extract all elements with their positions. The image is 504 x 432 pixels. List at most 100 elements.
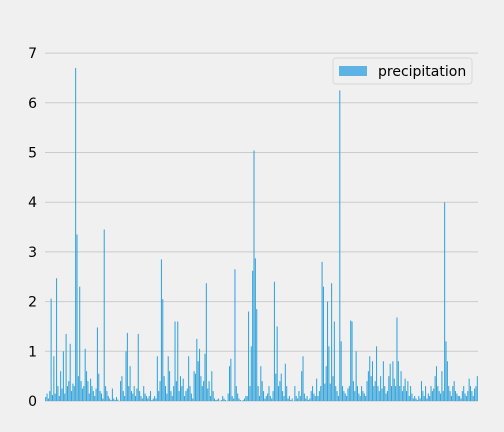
precipitation-bar — [96, 327, 98, 401]
precipitation-bar — [173, 386, 175, 401]
precipitation-bars — [45, 68, 478, 402]
precipitation-bar — [163, 376, 165, 401]
precipitation-bar — [425, 386, 427, 401]
precipitation-bar — [419, 398, 421, 401]
precipitation-bar — [194, 373, 196, 401]
precipitation-bar — [105, 386, 107, 401]
precipitation-bar — [193, 371, 195, 401]
precipitation-bar — [303, 393, 305, 401]
precipitation-bar — [291, 398, 293, 401]
precipitation-bar — [264, 398, 266, 401]
precipitation-bar — [64, 393, 66, 401]
precipitation-bar — [152, 398, 154, 401]
y-tick-label: 3 — [28, 245, 37, 261]
precipitation-bar — [124, 396, 126, 401]
precipitation-bar — [351, 321, 353, 401]
precipitation-bar — [415, 398, 417, 401]
precipitation-bar — [294, 386, 296, 401]
precipitation-bar — [279, 381, 281, 401]
precipitation-bar — [313, 393, 315, 401]
precipitation-bar — [73, 386, 75, 401]
precipitation-bar — [301, 371, 303, 401]
precipitation-bar — [254, 258, 256, 401]
precipitation-bar — [53, 356, 55, 401]
precipitation-bar — [416, 400, 418, 401]
precipitation-bar — [178, 391, 180, 401]
precipitation-bar — [397, 361, 399, 401]
precipitation-bar — [286, 386, 288, 401]
precipitation-bar — [389, 363, 391, 401]
precipitation-bar — [271, 398, 273, 401]
precipitation-bar — [160, 259, 162, 401]
precipitation-bar — [106, 391, 108, 401]
precipitation-bar — [179, 376, 181, 401]
precipitation-bar — [367, 371, 369, 401]
precipitation-bar — [66, 386, 68, 401]
precipitation-bar — [121, 376, 123, 401]
precipitation-bar — [305, 398, 307, 401]
precipitation-bar — [273, 281, 275, 401]
precipitation-bar — [348, 386, 350, 401]
precipitation-bar — [60, 371, 62, 401]
precipitation-bar — [94, 396, 96, 401]
y-gridlines — [45, 52, 478, 402]
precipitation-bar — [174, 321, 176, 401]
precipitation-bar — [208, 381, 210, 401]
precipitation-bar — [58, 396, 60, 401]
precipitation-bar — [378, 391, 380, 401]
precipitation-bar — [245, 396, 247, 401]
precipitation-bar — [314, 396, 316, 401]
precipitation-bar — [211, 371, 213, 401]
precipitation-bar — [260, 366, 262, 401]
precipitation-bar — [385, 393, 387, 401]
precipitation-bar — [335, 386, 337, 401]
precipitation-bar — [288, 396, 290, 401]
precipitation-bar — [188, 356, 190, 401]
precipitation-bar — [216, 399, 218, 401]
precipitation-bar — [203, 381, 205, 401]
precipitation-bar — [460, 398, 462, 401]
precipitation-bar — [282, 391, 284, 401]
precipitation-bar — [268, 386, 270, 401]
precipitation-bar — [400, 371, 402, 401]
precipitation-bar — [155, 398, 157, 401]
precipitation-bar — [449, 391, 451, 401]
precipitation-bar — [222, 396, 224, 401]
precipitation-bar — [81, 388, 83, 401]
legend-color-patch — [339, 66, 367, 76]
precipitation-bar — [467, 391, 469, 401]
precipitation-bar — [418, 396, 420, 401]
precipitation-bar — [426, 398, 428, 401]
precipitation-bar — [269, 396, 271, 401]
precipitation-bar — [65, 333, 67, 401]
precipitation-bar — [438, 391, 440, 401]
precipitation-bar — [452, 386, 454, 401]
precipitation-bar — [166, 393, 168, 401]
precipitation-bar — [318, 391, 320, 401]
precipitation-bar — [243, 398, 245, 401]
precipitation-bar — [265, 396, 267, 401]
precipitation-bar — [192, 398, 194, 401]
precipitation-bar — [175, 381, 177, 401]
y-tick-label: 1 — [28, 344, 37, 360]
precipitation-bar — [257, 386, 259, 401]
precipitation-bar — [342, 386, 344, 401]
precipitation-bar — [233, 398, 235, 401]
precipitation-bar — [62, 351, 64, 401]
precipitation-bar — [339, 90, 341, 402]
precipitation-bar — [190, 393, 192, 401]
precipitation-bar — [433, 388, 435, 401]
precipitation-bar — [132, 393, 134, 401]
precipitation-bar — [381, 388, 383, 401]
precipitation-bar — [410, 386, 412, 401]
precipitation-bar — [110, 400, 112, 401]
precipitation-bar — [369, 356, 371, 401]
precipitation-bar — [423, 396, 425, 401]
precipitation-bar — [109, 398, 111, 401]
precipitation-bar — [133, 386, 135, 401]
precipitation-bar — [446, 361, 448, 401]
precipitation-bar — [141, 398, 143, 401]
precipitation-bar — [325, 366, 327, 401]
precipitation-bar — [148, 396, 150, 401]
